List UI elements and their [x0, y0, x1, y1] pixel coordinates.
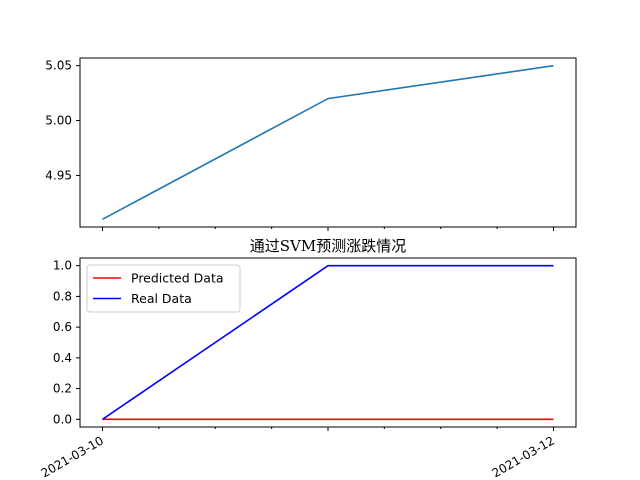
top-axes-frame — [79, 57, 577, 228]
bottom-y-axis: 0.0 0.2 0.4 0.6 0.8 1.0 — [53, 259, 80, 426]
top-y-tick-label: 4.95 — [45, 168, 72, 182]
top-series-line-0 — [102, 64, 554, 221]
bottom-plot-area — [102, 264, 554, 421]
bottom-y-tick-label: 0.2 — [53, 382, 72, 396]
bottom-x-tick-label: 2021-03-12 — [490, 433, 557, 480]
top-y-tick-label: 5.05 — [45, 59, 72, 73]
legend: Predicted Data Real Data — [86, 264, 241, 313]
top-y-tick-label: 5.00 — [45, 114, 72, 128]
top-y-axis: 4.95 5.00 5.05 — [45, 59, 80, 182]
bottom-x-tick-label: 2021-03-10 — [39, 433, 106, 480]
bottom-y-tick-label: 0.4 — [53, 351, 72, 365]
legend-box — [86, 264, 241, 313]
bottom-y-tick-label: 1.0 — [53, 259, 72, 273]
top-plot-area — [102, 64, 554, 221]
legend-label-real: Real Data — [131, 291, 192, 306]
bottom-y-tick-label: 0.8 — [53, 289, 72, 303]
legend-label-predicted: Predicted Data — [131, 271, 224, 286]
bottom-y-tick-label: 0.6 — [53, 320, 72, 334]
top-x-axis — [102, 227, 554, 231]
bottom-chart-title: 通过SVM预测涨跌情况 — [250, 237, 406, 255]
bottom-y-tick-label: 0.0 — [53, 412, 72, 426]
bottom-series-line-1 — [102, 264, 554, 420]
bottom-x-axis: 2021-03-10 2021-03-12 — [39, 427, 557, 480]
